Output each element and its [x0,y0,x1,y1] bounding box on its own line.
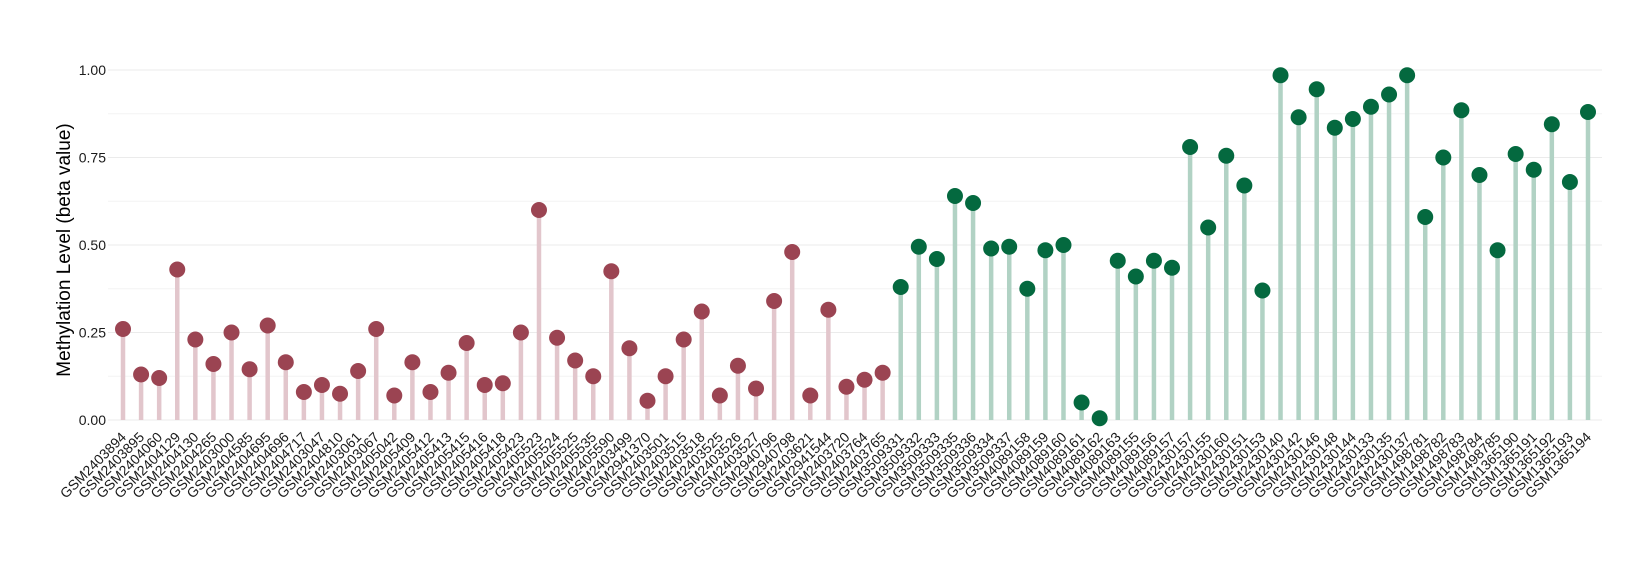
lollipop-point [1507,146,1524,162]
lollipop-point [729,357,746,374]
lollipop-point [1037,242,1054,259]
lollipop-point [1362,98,1379,115]
lollipop-point [1109,252,1126,269]
lollipop-point [1182,139,1199,155]
lollipop-point [476,377,493,393]
lollipop-point [1525,161,1542,178]
lollipop-point [115,321,131,337]
lollipop-point [1001,238,1018,255]
lollipop-point [1435,149,1452,166]
lollipop-point [241,361,258,378]
lollipop-point [1399,67,1416,84]
lollipop-point [332,385,349,402]
lollipop-point [748,380,765,397]
lollipop-point [549,329,566,346]
y-tick-label: 0.25 [79,325,106,341]
y-tick-label: 0.50 [79,237,106,253]
lollipop-point [187,331,204,348]
lollipop-point [404,354,421,371]
lollipop-point [386,387,403,404]
lollipop-point [259,317,276,334]
lollipop-point [567,352,584,369]
lollipop-point [784,244,801,260]
lollipop-point [530,202,547,218]
lollipop-point [802,387,819,404]
lollipop-point [440,364,457,381]
lollipop-point [295,384,312,400]
lollipop-point [711,387,728,404]
lollipop-point [1200,219,1217,236]
lollipop-point [928,251,945,267]
lollipop-point [1145,252,1162,269]
lollipop-point [350,363,367,379]
lollipop-point [1326,119,1343,136]
y-tick-label: 1.00 [79,62,106,78]
y-axis-ticks: 0.00 0.25 0.50 0.75 1.00 [79,62,106,428]
lollipop-point [585,368,602,385]
lollipop-point [1453,102,1470,119]
lollipop-point [1543,116,1560,133]
lollipop-point [1091,410,1108,427]
lollipop-point [1308,81,1325,98]
lollipop-point [133,366,150,383]
lollipop-point [205,356,222,372]
stems-layer [120,75,1591,420]
lollipop-point [512,324,529,341]
lollipop-point [1381,86,1398,103]
lollipop-point [693,303,710,320]
lollipop-point [223,324,240,341]
lollipop-point [874,364,891,381]
lollipop-point [422,384,439,400]
lollipop-point [657,368,674,385]
lollipop-point [458,335,475,351]
lollipop-point [983,240,1000,257]
lollipop-point [1164,259,1181,276]
lollipop-point [621,340,638,357]
lollipop-point [151,370,168,386]
lollipop-point [1236,177,1253,194]
y-tick-label: 0.75 [79,150,106,166]
lollipop-point [1055,237,1072,253]
lollipop-point [1073,394,1090,411]
points-layer [115,67,1596,427]
lollipop-point [965,195,982,211]
lollipop-point [368,321,385,337]
lollipop-point [1272,67,1289,84]
lollipop-point [1489,242,1506,259]
lollipop-point [856,371,873,388]
grid-layer [108,69,1602,421]
lollipop-point [838,378,855,395]
lollipop-point [277,354,294,371]
x-axis-ticks: GSM2403894GSM2403895GSM2404060GSM2404129… [57,429,1595,502]
lollipop-point [1218,147,1235,164]
lollipop-point [1344,111,1361,127]
lollipop-point [313,377,330,393]
lollipop-point [946,188,963,204]
lollipop-point [892,279,909,295]
lollipop-point [1254,282,1271,299]
y-axis-label: Methylation Level (beta value) [54,123,75,376]
lollipop-point [1127,268,1144,285]
lollipop-point [1561,174,1578,190]
lollipop-point [766,293,783,309]
y-tick-label: 0.00 [79,412,106,428]
lollipop-point [1417,209,1434,225]
lollipop-point [1471,167,1488,183]
lollipop-point [603,263,620,280]
lollipop-point [639,392,656,409]
lollipop-point [675,331,692,348]
lollipop-point [1580,104,1596,120]
lollipop-point [1019,280,1036,297]
lollipop-point [494,375,511,392]
lollipop-point [820,301,837,318]
lollipop-point [1290,109,1307,126]
lollipop-point [910,238,927,255]
lollipop-point [169,261,186,278]
